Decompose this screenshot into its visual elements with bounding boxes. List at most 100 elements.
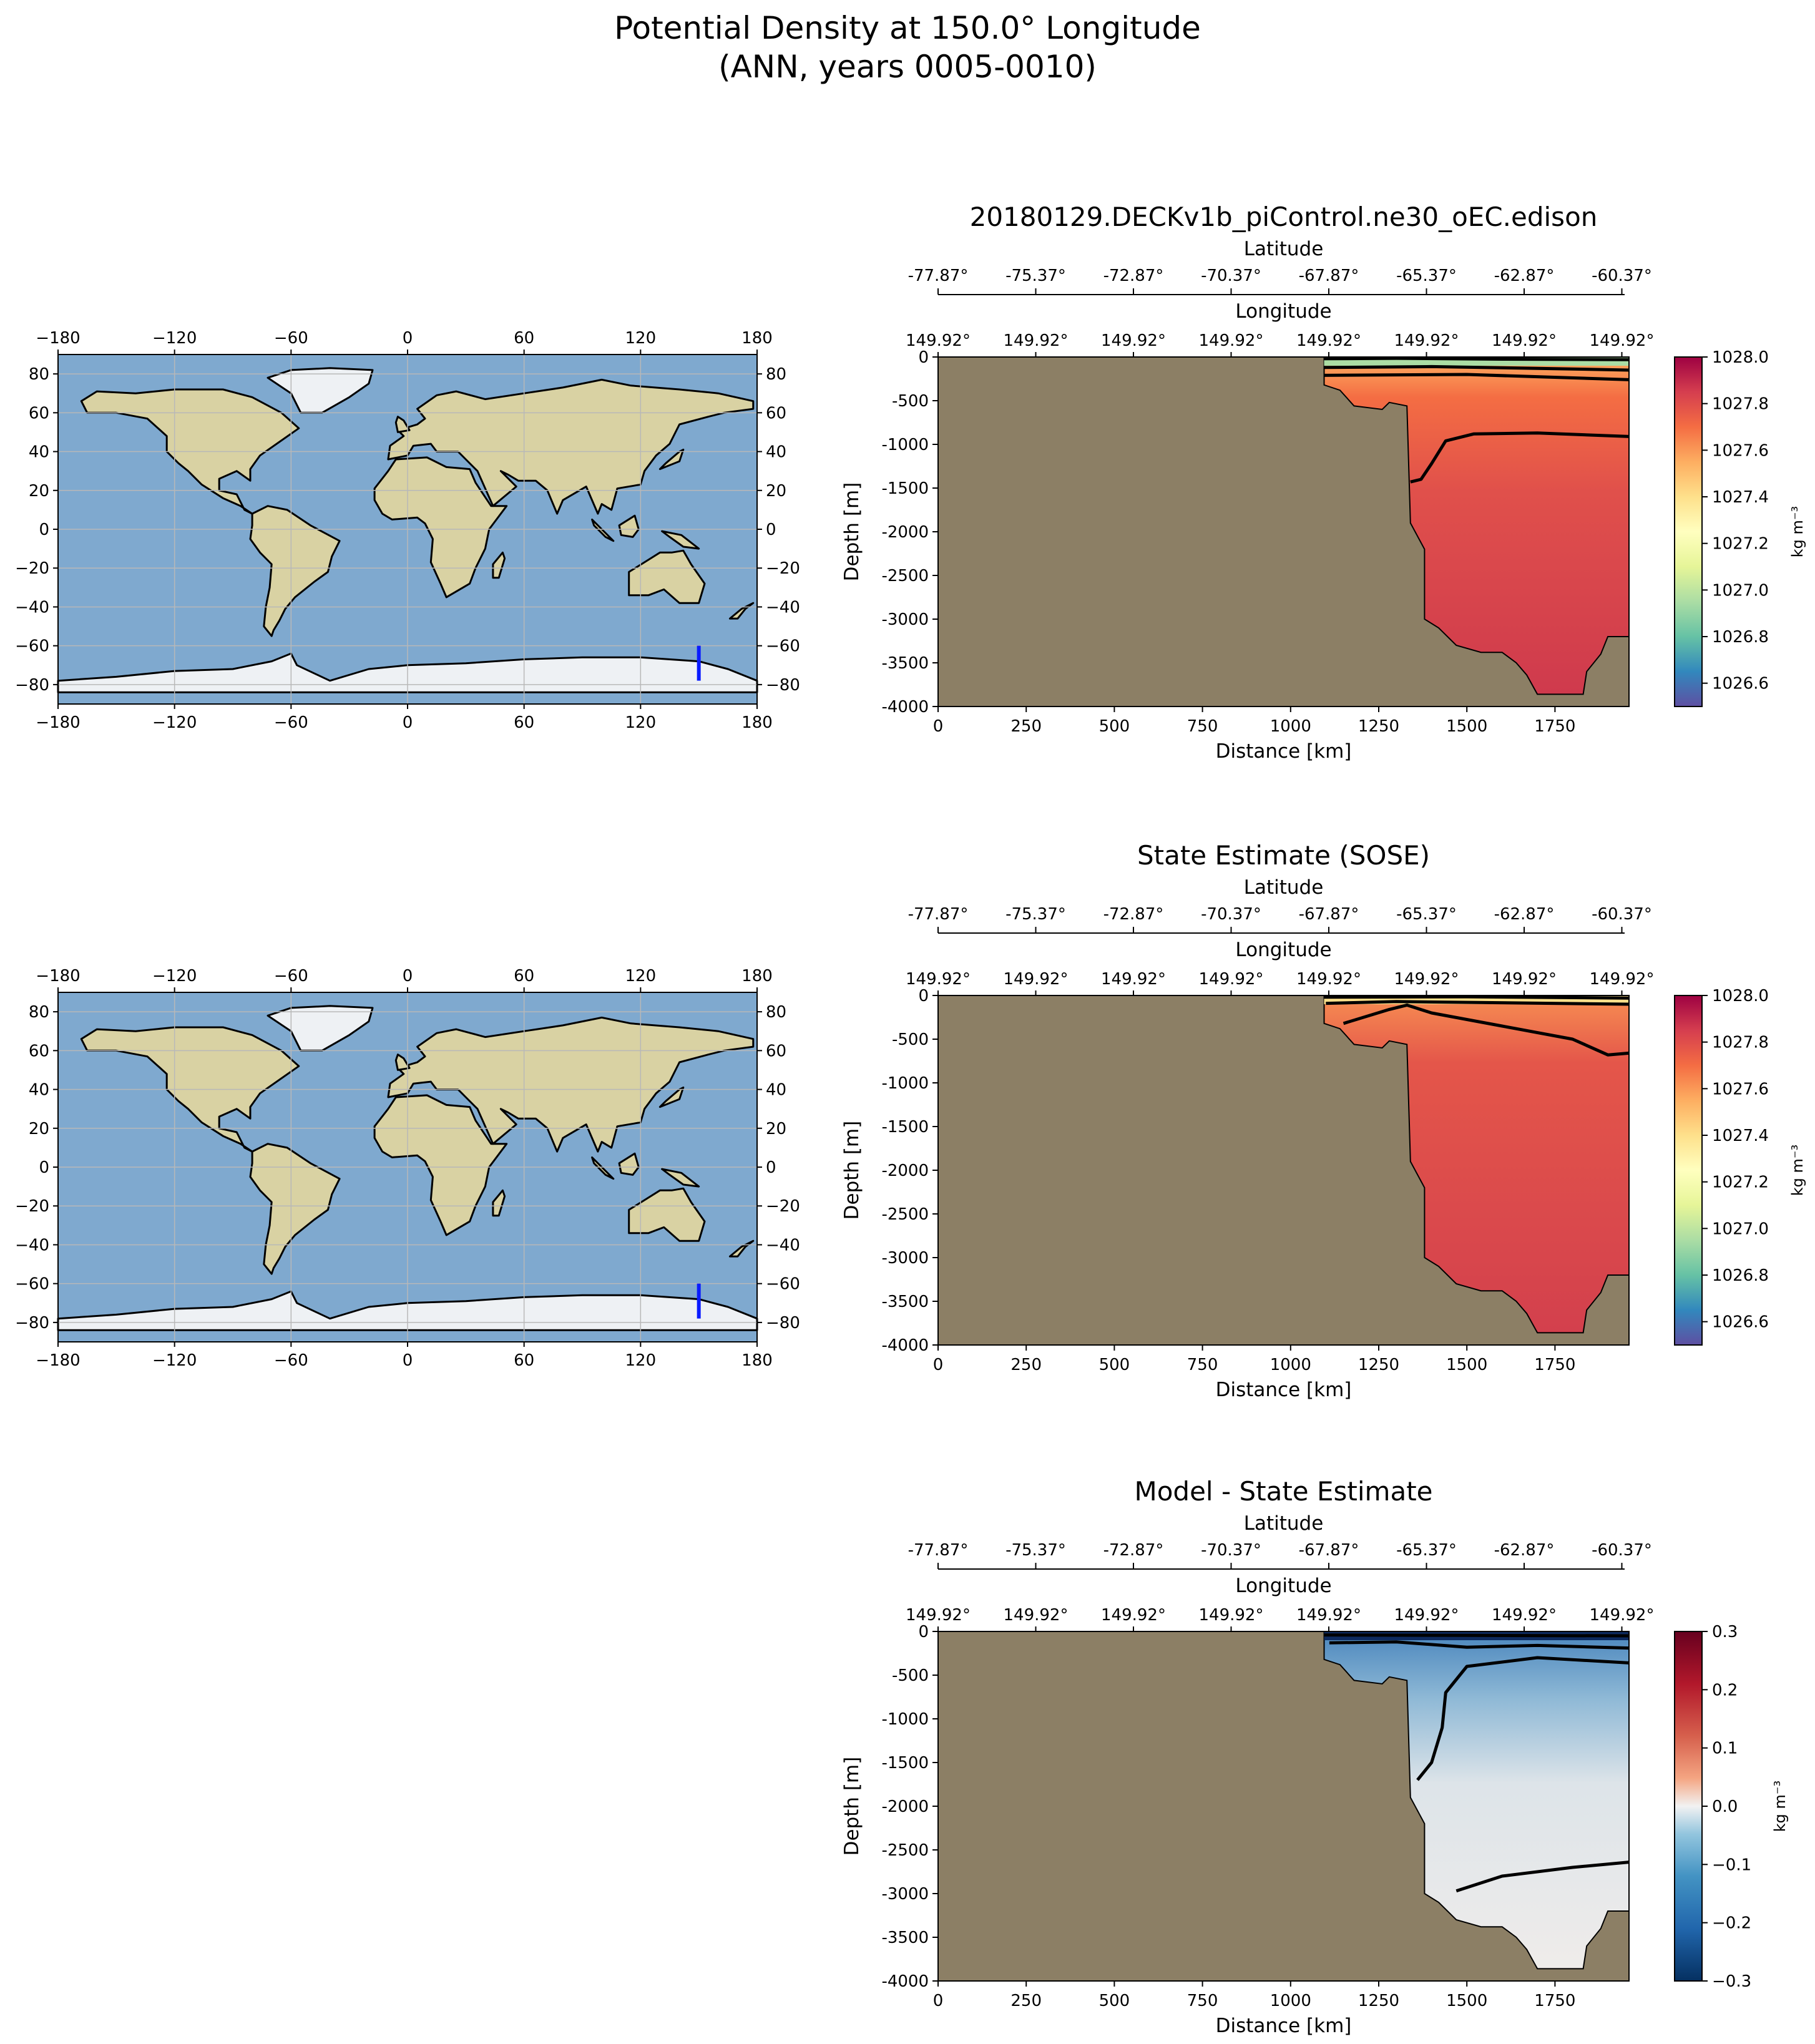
map-xtick-label-top: 120	[625, 967, 657, 985]
longitude-tick-label: 149.92°	[1199, 331, 1264, 350]
australia-landmass	[628, 549, 706, 604]
map-ytick-label-right: 80	[766, 1003, 786, 1022]
map-xtick-label-bottom: 120	[625, 713, 657, 732]
colorbar-tick-label: −0.3	[1712, 1972, 1751, 1991]
longitude-tick-label: 149.92°	[1004, 1606, 1069, 1625]
longitude-tick-label: 149.92°	[1394, 970, 1459, 989]
depth-tick-label: -4000	[881, 1336, 929, 1355]
longitude-tick-label: 149.92°	[1296, 970, 1361, 989]
latitude-tick-label: -60.37°	[1592, 1541, 1652, 1560]
colorbar-tick-label: 1026.8	[1712, 628, 1769, 647]
longitude-tick-label: 149.92°	[1296, 1606, 1361, 1625]
map-ytick-label-right: 0	[766, 521, 776, 539]
depth-tick-label: -1000	[881, 1074, 929, 1093]
depth-tick-label: -500	[892, 1666, 929, 1685]
map-ytick-label-left: 80	[29, 1003, 49, 1022]
latitude-axis-label: Latitude	[1244, 238, 1324, 260]
latitude-tick-label: -67.87°	[1299, 267, 1359, 285]
map-xtick-label-bottom: −180	[36, 1351, 80, 1370]
map-xtick-label-top: −60	[274, 329, 308, 348]
south-america-landmass	[249, 1143, 341, 1275]
latitude-tick-label: -70.37°	[1201, 905, 1261, 924]
world-map-2: −180 −180 −120 −120 −60 −60 0 0 60 60 120 120 180 180…	[15, 967, 800, 1370]
colorbar-tick-label: 1028.0	[1712, 348, 1769, 367]
latitude-tick-label: -70.37°	[1201, 267, 1261, 285]
map-ytick-label-left: 80	[29, 365, 49, 384]
map-xtick-label-top: −180	[36, 967, 80, 985]
map-xtick-label-top: 60	[514, 329, 534, 348]
depth-tick-label: 0	[918, 987, 929, 1005]
longitude-tick-label: 149.92°	[1492, 970, 1557, 989]
section-title: 20180129.DECKv1b_piControl.ne30_oEC.edis…	[970, 202, 1598, 232]
contour-line	[1455, 1861, 1630, 1893]
map-ytick-label-left: 20	[29, 1120, 49, 1138]
colorbar-tick-label: 1026.8	[1712, 1266, 1769, 1285]
borneo-landmass	[618, 514, 640, 538]
map-xtick-label-top: 180	[741, 329, 773, 348]
greenland-landmass	[267, 1005, 374, 1052]
map-ytick-label-right: 60	[766, 404, 786, 423]
map-xtick-label-bottom: −180	[36, 713, 80, 732]
distance-tick-label: 1250	[1358, 1356, 1399, 1374]
longitude-tick-label: 149.92°	[1101, 1606, 1166, 1625]
map-ytick-label-left: −40	[15, 1236, 49, 1254]
depth-tick-label: -3000	[881, 1885, 929, 1904]
map-xtick-label-bottom: −60	[274, 1351, 308, 1370]
depth-tick-label: -1500	[881, 1118, 929, 1137]
depth-tick-label: -3500	[881, 1293, 929, 1311]
contour-line	[1324, 373, 1630, 381]
map-xtick-label-top: 180	[741, 967, 773, 985]
distance-tick-label: 1750	[1534, 1356, 1575, 1374]
latitude-tick-label: -75.37°	[1005, 905, 1066, 924]
latitude-tick-label: -72.87°	[1103, 905, 1164, 924]
map-xtick-label-bottom: −120	[152, 1351, 197, 1370]
contour-line	[1324, 364, 1630, 372]
section-panel-sose: State Estimate (SOSE) Latitude -77.87° -75.…	[841, 840, 1806, 1401]
colorbar-tick-label: 1026.6	[1712, 675, 1769, 693]
figure-title-line1: Potential Density at 150.0° Longitude	[614, 10, 1201, 46]
distance-tick-label: 0	[933, 717, 944, 736]
distance-axis-label: Distance [km]	[1216, 2015, 1352, 2037]
map-ytick-label-left: 60	[29, 404, 49, 423]
distance-tick-label: 500	[1099, 1356, 1130, 1374]
colorbar-tick-label: 0.2	[1712, 1681, 1738, 1699]
map-ytick-label-left: −80	[15, 1314, 49, 1333]
depth-axis-label: Depth [m]	[841, 1757, 863, 1856]
depth-axis-label: Depth [m]	[841, 1121, 863, 1220]
distance-tick-label: 250	[1010, 1992, 1042, 2010]
map-ytick-label-left: 60	[29, 1042, 49, 1060]
latitude-tick-label: -75.37°	[1005, 267, 1066, 285]
depth-tick-label: -3000	[881, 1249, 929, 1268]
distance-axis-label: Distance [km]	[1216, 1379, 1352, 1401]
map-ytick-label-left: −80	[15, 676, 49, 695]
depth-tick-label: -2000	[881, 1797, 929, 1816]
depth-tick-label: 0	[918, 348, 929, 367]
distance-tick-label: 250	[1010, 1356, 1042, 1374]
latitude-tick-label: -77.87°	[908, 1541, 969, 1560]
colorbar-tick-label: 1027.0	[1712, 581, 1769, 600]
distance-tick-label: 1000	[1270, 717, 1311, 736]
depth-tick-label: -3500	[881, 1929, 929, 1947]
section-title: Model - State Estimate	[1135, 1476, 1433, 1507]
ocean-field	[1323, 1631, 1630, 1970]
longitude-tick-label: 149.92°	[1004, 970, 1069, 989]
latitude-tick-label: -72.87°	[1103, 267, 1164, 285]
longitude-tick-label: 149.92°	[1101, 331, 1166, 350]
longitude-tick-label: 149.92°	[1004, 331, 1069, 350]
contour-line	[1324, 356, 1630, 361]
longitude-tick-label: 149.92°	[1296, 331, 1361, 350]
depth-tick-label: -3500	[881, 654, 929, 673]
colorbar-tick-label: 1027.6	[1712, 441, 1769, 460]
map-ytick-label-right: 0	[766, 1158, 776, 1177]
map-ytick-label-right: 20	[766, 1120, 786, 1138]
map-ytick-label-left: 20	[29, 482, 49, 501]
latitude-tick-label: -62.87°	[1494, 905, 1555, 924]
contour-line	[1329, 1640, 1630, 1650]
longitude-tick-label: 149.92°	[1590, 331, 1655, 350]
distance-tick-label: 1000	[1270, 1356, 1311, 1374]
figure-title-line2: (ANN, years 0005-0010)	[718, 49, 1097, 85]
map-ytick-label-left: −20	[15, 559, 49, 578]
map-ytick-label-right: −20	[766, 559, 800, 578]
new-guinea-landmass	[661, 1168, 700, 1188]
distance-tick-label: 500	[1099, 717, 1130, 736]
